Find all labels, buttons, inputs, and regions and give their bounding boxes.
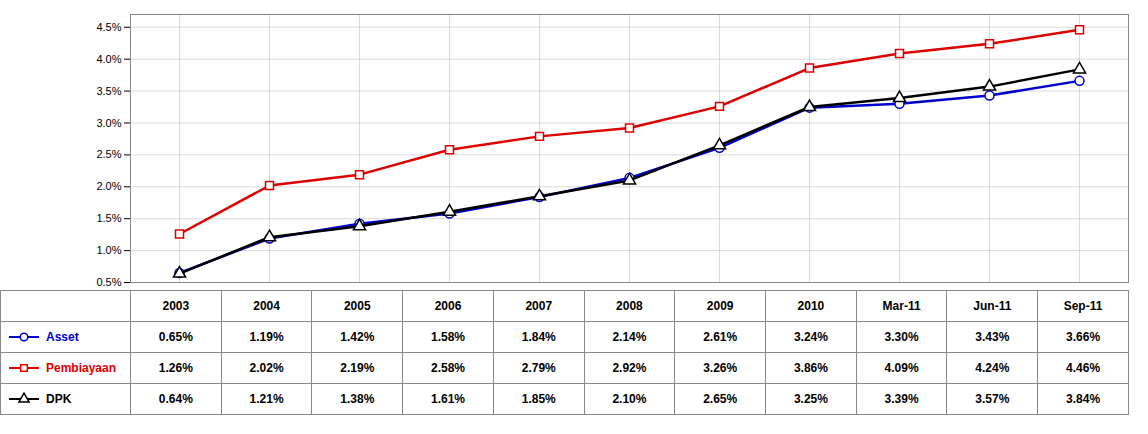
html-text:Pembiayaan: Pembiayaan — [46, 360, 116, 375]
html-text:2.14%: 2.14% — [612, 330, 647, 344]
html-text:2007: 2007 — [525, 299, 553, 313]
html-text:2.58%: 2.58% — [431, 361, 465, 375]
html-text:1.61%: 1.61% — [431, 392, 465, 406]
html-text:3.24%: 3.24% — [793, 330, 828, 344]
html-text:2.19%: 2.19% — [340, 361, 375, 375]
svg-text:4.0%: 4.0% — [96, 53, 121, 65]
html-text:2.92%: 2.92% — [612, 361, 647, 375]
html-text:0.64%: 0.64% — [158, 392, 193, 406]
html-text:2004: 2004 — [253, 299, 280, 313]
html-text:1.58%: 1.58% — [431, 330, 465, 344]
html-text:4.46%: 4.46% — [1066, 361, 1101, 375]
html-text:DPK: DPK — [46, 391, 72, 406]
html-text:3.57%: 3.57% — [975, 392, 1010, 406]
html-text:4.09%: 4.09% — [884, 361, 919, 375]
html-text:2006: 2006 — [434, 299, 462, 313]
html-text:1.38%: 1.38% — [340, 392, 375, 406]
html-text:3.84%: 3.84% — [1066, 392, 1101, 406]
html-text:2.61%: 2.61% — [703, 330, 738, 344]
html-text:1.42%: 1.42% — [340, 330, 375, 344]
html-text:2.10%: 2.10% — [612, 392, 647, 406]
html-text:2.79%: 2.79% — [521, 361, 556, 375]
html-text:3.25%: 3.25% — [793, 392, 828, 406]
html-text:2.65%: 2.65% — [703, 392, 738, 406]
html-text:3.26%: 3.26% — [703, 361, 738, 375]
svg-text:2.5%: 2.5% — [96, 148, 121, 160]
svg-text:0.5%: 0.5% — [96, 276, 121, 288]
html-text:Mar-11: Mar-11 — [882, 299, 921, 313]
html-text:4.24%: 4.24% — [975, 361, 1010, 375]
html-text:1.26%: 1.26% — [158, 361, 193, 375]
svg-text:4.5%: 4.5% — [96, 21, 121, 33]
html-text:Sep-11: Sep-11 — [1063, 299, 1103, 313]
html-text:3.30%: 3.30% — [884, 330, 919, 344]
html-text:2005: 2005 — [343, 299, 371, 313]
html-text:2010: 2010 — [797, 299, 825, 313]
html-text:1.85%: 1.85% — [521, 392, 556, 406]
html-text:3.66%: 3.66% — [1066, 330, 1101, 344]
svg-text:2.0%: 2.0% — [96, 180, 121, 192]
html-text:1.19%: 1.19% — [249, 330, 284, 344]
svg-text:1.0%: 1.0% — [96, 244, 121, 256]
svg-text:3.5%: 3.5% — [96, 85, 121, 97]
html-text:1.21%: 1.21% — [249, 392, 284, 406]
html-text:3.86%: 3.86% — [793, 361, 828, 375]
html-text:3.39%: 3.39% — [884, 392, 919, 406]
svg-text:1.5%: 1.5% — [96, 212, 121, 224]
html-text:Jun-11: Jun-11 — [973, 299, 1012, 313]
html-text:2009: 2009 — [706, 299, 734, 313]
html-text:Asset: Asset — [46, 329, 79, 344]
html-text:3.43%: 3.43% — [975, 330, 1010, 344]
svg-text:3.0%: 3.0% — [96, 116, 121, 128]
html-text:0.65%: 0.65% — [158, 330, 193, 344]
html-text:2008: 2008 — [616, 299, 643, 313]
html-text:2.02%: 2.02% — [249, 361, 284, 375]
html-text:2003: 2003 — [162, 299, 190, 313]
html-text:1.84%: 1.84% — [521, 330, 556, 344]
